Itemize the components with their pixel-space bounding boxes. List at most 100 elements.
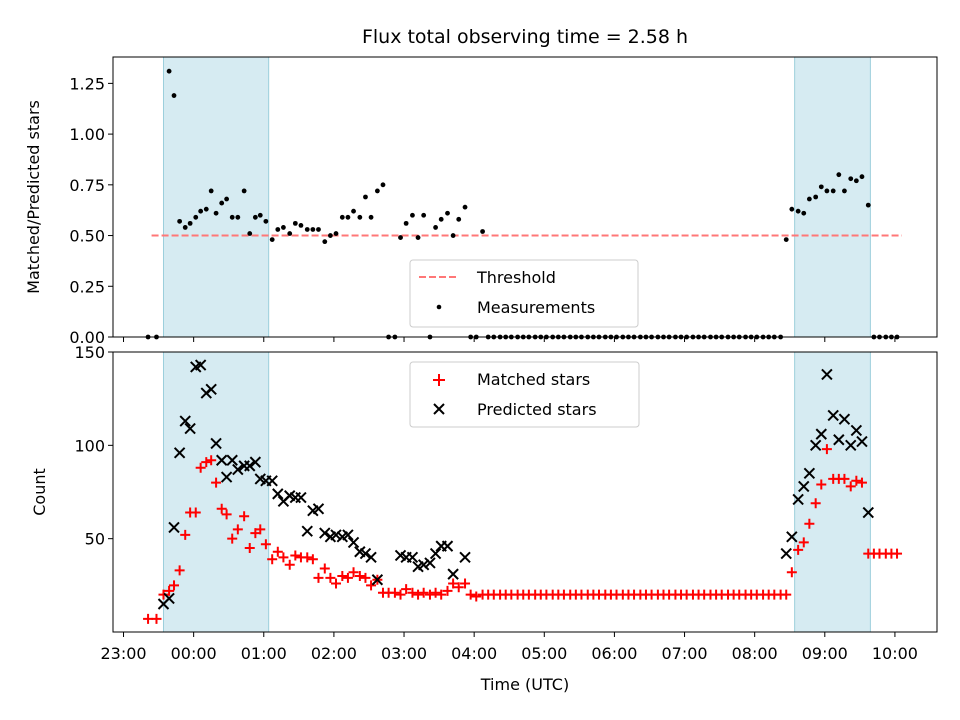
bottom-y-tick-label: 50: [85, 530, 105, 549]
measurement-point: [830, 188, 836, 194]
predicted-star-point: [429, 547, 442, 560]
bottom-x-ticks: 23:00 00:00 01:00 02:00 03:00 04:00 05:00 06:00…: [100, 632, 918, 663]
matched-star-point: [221, 509, 232, 520]
matched-star-point: [331, 578, 342, 589]
predicted-star-point: [215, 454, 228, 466]
measurement-point: [368, 214, 374, 220]
bottom-legend-box: [409, 361, 640, 428]
measurement-point: [281, 225, 286, 230]
predicted-star-point: [220, 471, 233, 483]
measurement-point: [241, 188, 247, 194]
measurement-point: [263, 218, 269, 224]
measurement-point: [795, 208, 801, 214]
matched-star-point: [201, 457, 212, 468]
matched-star-point: [418, 587, 429, 598]
matched-star-point: [190, 507, 201, 518]
matched-star-point: [267, 554, 278, 565]
matched-star-point: [810, 498, 821, 509]
measurement-point: [345, 214, 351, 220]
matched-star-point: [413, 589, 424, 600]
predicted-star-point: [194, 359, 207, 371]
x-tick-label: 00:00: [171, 644, 217, 663]
predicted-star-point: [856, 435, 868, 448]
measurement-point: [213, 210, 219, 216]
predicted-star-point: [424, 557, 436, 569]
matched-star-point: [151, 613, 162, 624]
measurement-point: [836, 172, 842, 178]
measurement-point: [818, 184, 824, 190]
predicted-star-point: [845, 439, 857, 452]
predicted-star-point: [786, 531, 798, 543]
measurement-point: [229, 214, 235, 220]
x-tick-label: 02:00: [311, 644, 357, 663]
predicted-star-point: [168, 521, 180, 534]
matched-star-point: [180, 529, 191, 540]
legend-matched-label: Matched stars: [477, 370, 590, 389]
matched-star-point: [845, 481, 856, 492]
matched-star-point: [290, 550, 301, 561]
matched-star-point: [407, 587, 418, 598]
measurement-point: [316, 227, 321, 232]
bottom-y-tick-label: 100: [74, 436, 105, 455]
bottom-y-tick-label: 150: [74, 343, 105, 362]
matched-star-point: [453, 582, 464, 593]
measurement-point: [456, 216, 462, 222]
matched-star-point: [302, 552, 313, 563]
predicted-star-point: [266, 475, 278, 487]
measurement-point: [398, 235, 403, 240]
measurement-point: [224, 196, 230, 202]
legend-matched-marker: [433, 374, 445, 386]
measurement-point: [415, 235, 421, 240]
measurement-point: [351, 208, 356, 214]
predicted-star-point: [821, 368, 833, 381]
measurement-point: [203, 206, 209, 212]
measurement-point: [275, 227, 281, 232]
predicted-star-point: [459, 551, 471, 564]
matched-star-point: [804, 518, 815, 529]
matched-star-point: [342, 572, 353, 583]
predicted-star-point: [244, 460, 256, 472]
measurement-point: [380, 182, 386, 188]
measurement-point: [357, 214, 363, 220]
measurement-point: [304, 227, 310, 232]
top-y-tick-label: 0.00: [69, 328, 105, 347]
bottom-shaded-region: [162, 351, 270, 633]
measurement-point: [187, 220, 193, 226]
predicted-star-point: [827, 409, 839, 422]
measurement-point: [182, 225, 188, 230]
x-tick-label: 05:00: [521, 644, 567, 663]
measurement-point: [298, 223, 304, 228]
top-y-tick-label: 0.50: [69, 227, 105, 246]
matched-star-point: [348, 567, 359, 578]
x-tick-label: 08:00: [732, 644, 778, 663]
top-x-tickmarks: [123, 337, 896, 342]
matched-star-point: [821, 444, 832, 455]
predicted-star-point: [226, 454, 238, 466]
legend-predicted-label: Predicted stars: [477, 400, 597, 419]
top-y-tick-label: 0.25: [69, 277, 105, 296]
x-tick-label: 07:00: [661, 644, 707, 663]
measurement-point: [322, 239, 328, 245]
matched-star-point: [389, 587, 400, 598]
matched-star-point: [354, 571, 365, 581]
measurement-point: [247, 231, 253, 236]
matched-star-point: [216, 503, 227, 514]
measurement-point: [848, 176, 854, 182]
measurement-point: [327, 233, 333, 238]
predicted-star-point: [179, 415, 191, 427]
predicted-star-point: [319, 527, 331, 539]
matched-star-point: [206, 455, 217, 466]
predicted-star-point: [205, 383, 217, 396]
measurement-point: [865, 202, 871, 208]
top-shaded-region: [162, 56, 270, 338]
x-tick-label: 10:00: [872, 644, 918, 663]
matched-star-point: [781, 589, 792, 600]
measurement-point: [177, 218, 183, 224]
predicted-star-point: [441, 540, 454, 552]
predicted-star-point: [173, 447, 186, 459]
bottom-shaded-regions: [162, 351, 871, 633]
measurement-point: [421, 212, 427, 218]
measurement-point: [410, 212, 415, 218]
measurement-point: [269, 237, 275, 243]
